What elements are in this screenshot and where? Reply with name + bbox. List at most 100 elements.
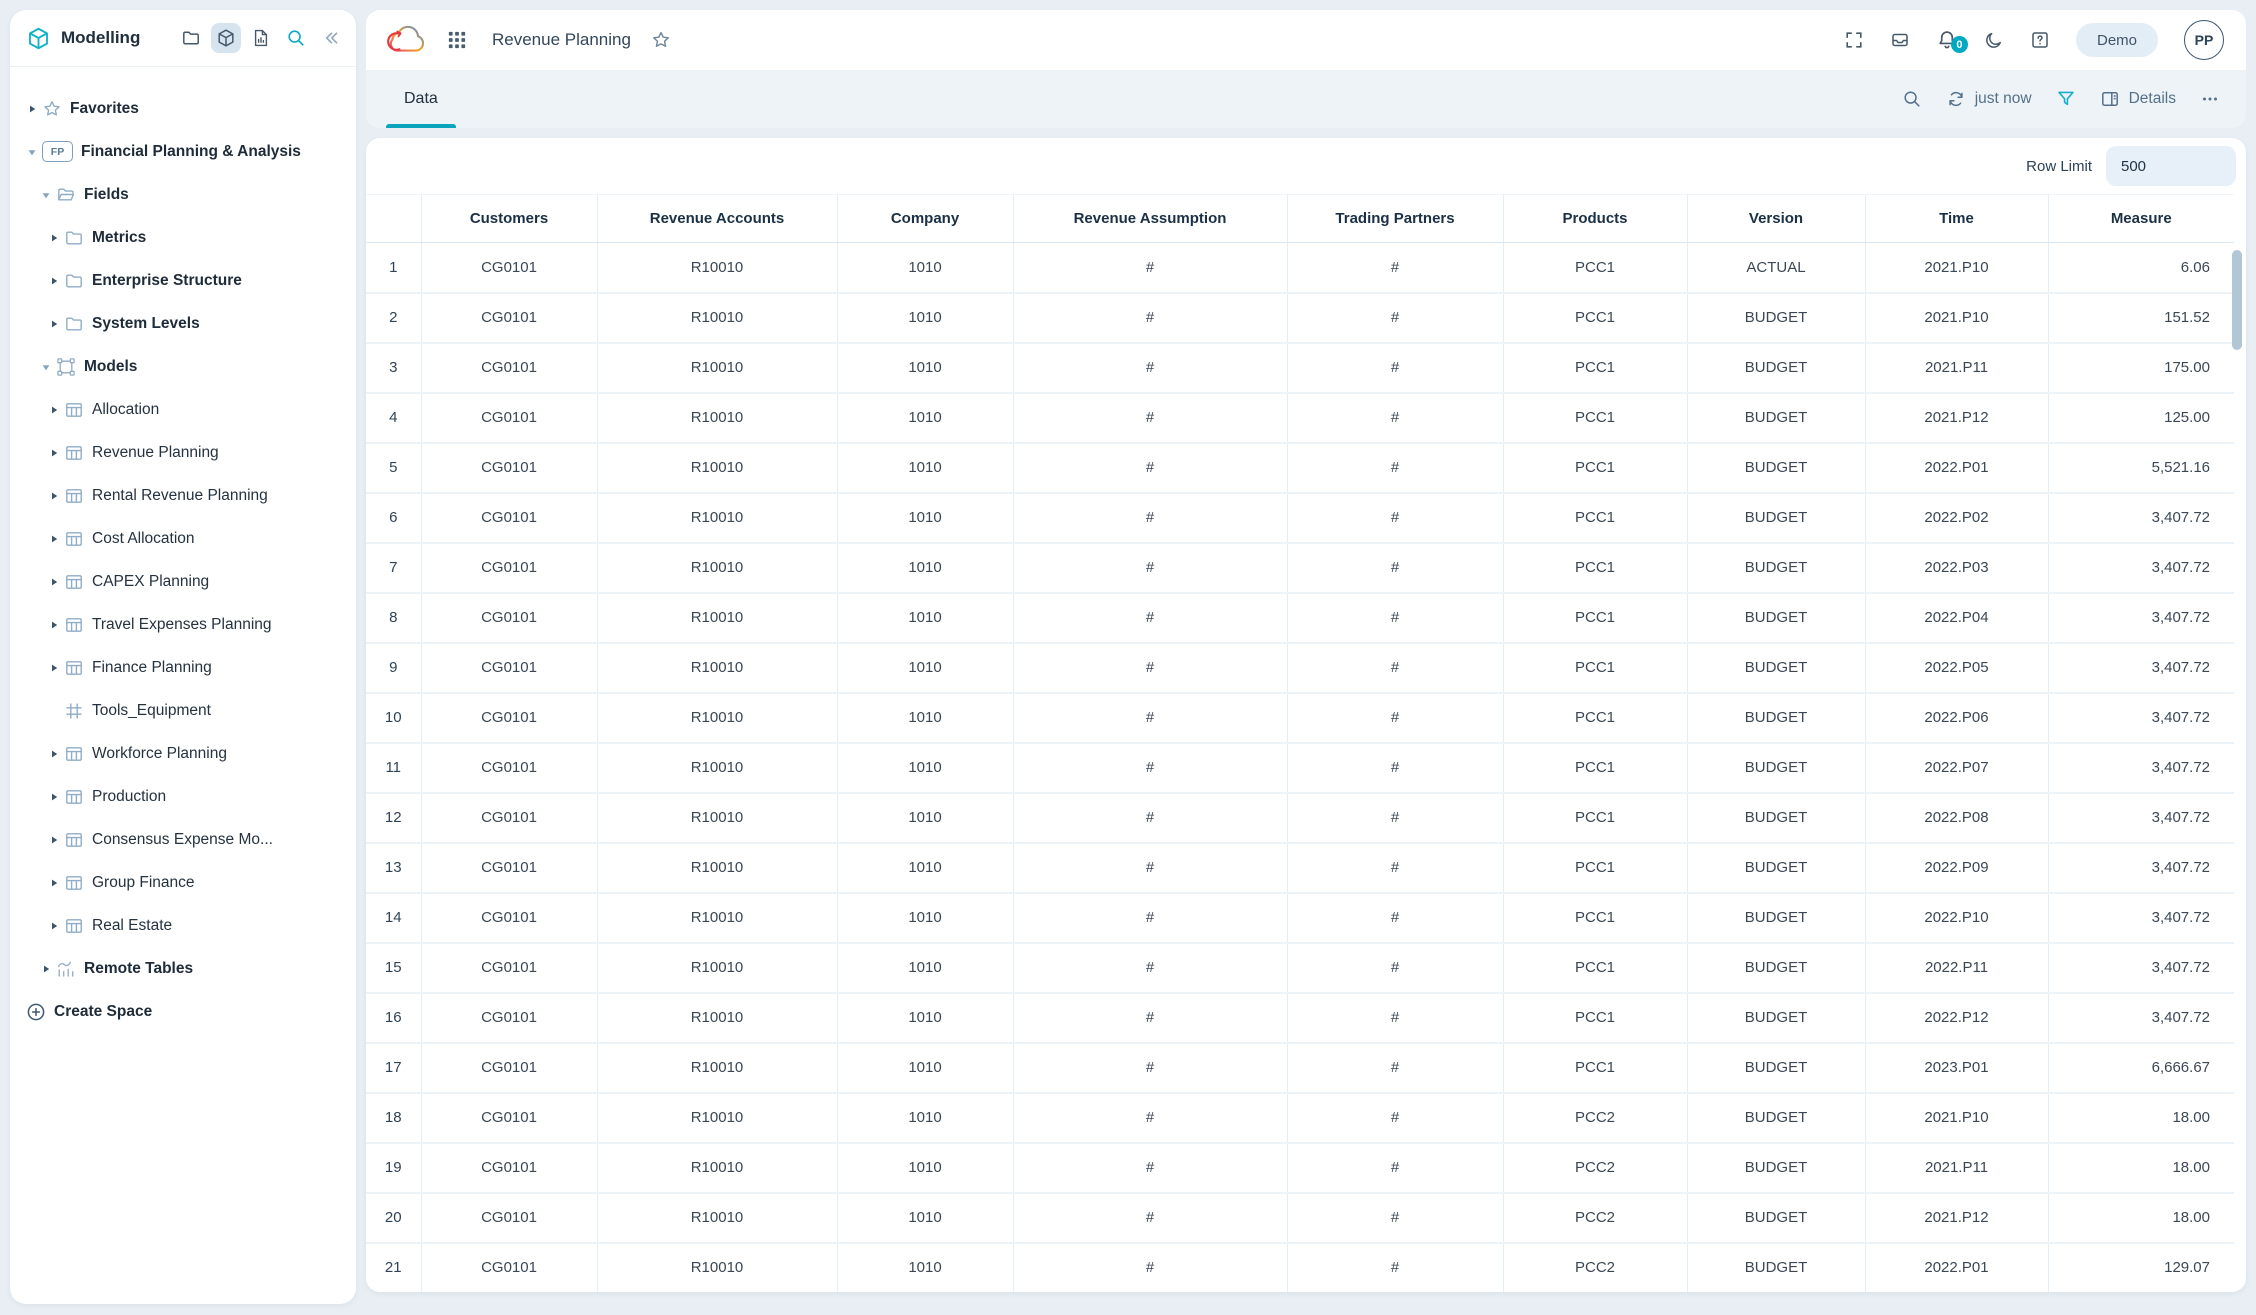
- table-row[interactable]: 5CG0101R100101010##PCC1BUDGET2022.P015,5…: [366, 443, 2234, 493]
- expand-arrow-icon[interactable]: [48, 275, 60, 287]
- favorite-star-icon[interactable]: [651, 30, 671, 50]
- table-row[interactable]: 18CG0101R100101010##PCC2BUDGET2021.P1018…: [366, 1093, 2234, 1143]
- collapse-arrow-icon[interactable]: [40, 361, 52, 373]
- table-row[interactable]: 1CG0101R100101010##PCC1ACTUAL2021.P106.0…: [366, 243, 2234, 293]
- table-row[interactable]: 4CG0101R100101010##PCC1BUDGET2021.P12125…: [366, 393, 2234, 443]
- models-view-button[interactable]: [211, 23, 241, 53]
- expand-arrow-icon[interactable]: [48, 662, 60, 674]
- cell-measure: 125.00: [2048, 393, 2234, 443]
- user-avatar[interactable]: PP: [2184, 20, 2224, 60]
- expand-arrow-icon[interactable]: [26, 103, 38, 115]
- table-row[interactable]: 8CG0101R100101010##PCC1BUDGET2022.P043,4…: [366, 593, 2234, 643]
- sidebar-item[interactable]: Fields: [10, 173, 356, 216]
- table-row[interactable]: 12CG0101R100101010##PCC1BUDGET2022.P083,…: [366, 793, 2234, 843]
- sidebar-item[interactable]: FPFinancial Planning & Analysis: [10, 130, 356, 173]
- cell-revenue-accounts: R10010: [597, 1143, 837, 1193]
- cell-measure: 18.00: [2048, 1093, 2234, 1143]
- table-search-button[interactable]: [1902, 89, 1922, 109]
- table-row[interactable]: 6CG0101R100101010##PCC1BUDGET2022.P023,4…: [366, 493, 2234, 543]
- sidebar-item[interactable]: Workforce Planning: [10, 732, 356, 775]
- sidebar-item[interactable]: CAPEX Planning: [10, 560, 356, 603]
- row-limit-input[interactable]: 500: [2106, 146, 2236, 186]
- sidebar-item[interactable]: System Levels: [10, 302, 356, 345]
- sidebar-item[interactable]: Allocation: [10, 388, 356, 431]
- sidebar-item[interactable]: Production: [10, 775, 356, 818]
- help-icon[interactable]: [2030, 30, 2050, 50]
- sidebar-item[interactable]: Enterprise Structure: [10, 259, 356, 302]
- sidebar-item[interactable]: Tools_Equipment: [10, 689, 356, 732]
- expand-arrow-icon[interactable]: [48, 447, 60, 459]
- fullscreen-icon[interactable]: [1844, 30, 1864, 50]
- table-row[interactable]: 21CG0101R100101010##PCC2BUDGET2022.P0112…: [366, 1243, 2234, 1293]
- cell-revenue-assumption: #: [1013, 343, 1287, 393]
- table-row[interactable]: 19CG0101R100101010##PCC2BUDGET2021.P1118…: [366, 1143, 2234, 1193]
- cell-revenue-accounts: R10010: [597, 643, 837, 693]
- expand-arrow-icon[interactable]: [48, 576, 60, 588]
- collapse-arrow-icon[interactable]: [40, 189, 52, 201]
- report-view-button[interactable]: [246, 23, 276, 53]
- sidebar-item[interactable]: Cost Allocation: [10, 517, 356, 560]
- details-button[interactable]: Details: [2100, 89, 2176, 109]
- sidebar-item-label: Rental Revenue Planning: [92, 487, 268, 505]
- table-row[interactable]: 2CG0101R100101010##PCC1BUDGET2021.P10151…: [366, 293, 2234, 343]
- table-row[interactable]: 14CG0101R100101010##PCC1BUDGET2022.P103,…: [366, 893, 2234, 943]
- sidebar-item[interactable]: Metrics: [10, 216, 356, 259]
- sidebar-item[interactable]: Group Finance: [10, 861, 356, 904]
- cell-company: 1010: [837, 343, 1013, 393]
- remote-tables-icon: [56, 959, 76, 979]
- table-row[interactable]: 9CG0101R100101010##PCC1BUDGET2022.P053,4…: [366, 643, 2234, 693]
- cell-revenue-accounts: R10010: [597, 543, 837, 593]
- sidebar-item[interactable]: Revenue Planning: [10, 431, 356, 474]
- collapse-arrow-icon[interactable]: [26, 146, 38, 158]
- table-icon: [64, 873, 84, 893]
- table-row[interactable]: 7CG0101R100101010##PCC1BUDGET2022.P033,4…: [366, 543, 2234, 593]
- expand-arrow-icon[interactable]: [48, 791, 60, 803]
- table-row[interactable]: 20CG0101R100101010##PCC2BUDGET2021.P1218…: [366, 1193, 2234, 1243]
- table-row[interactable]: 13CG0101R100101010##PCC1BUDGET2022.P093,…: [366, 843, 2234, 893]
- table-row[interactable]: 10CG0101R100101010##PCC1BUDGET2022.P063,…: [366, 693, 2234, 743]
- expand-arrow-icon[interactable]: [48, 533, 60, 545]
- sidebar-item[interactable]: Models: [10, 345, 356, 388]
- vertical-scrollbar[interactable]: [2232, 250, 2242, 350]
- folder-view-button[interactable]: [176, 23, 206, 53]
- expand-arrow-icon[interactable]: [48, 318, 60, 330]
- sidebar-item[interactable]: Consensus Expense Mo...: [10, 818, 356, 861]
- apps-grid-icon[interactable]: [446, 29, 468, 51]
- table-row[interactable]: 17CG0101R100101010##PCC1BUDGET2023.P016,…: [366, 1043, 2234, 1093]
- overflow-menu-button[interactable]: [2200, 89, 2220, 109]
- sidebar-item[interactable]: Remote Tables: [10, 947, 356, 990]
- sidebar-item[interactable]: Rental Revenue Planning: [10, 474, 356, 517]
- inbox-icon[interactable]: [1890, 30, 1910, 50]
- refresh-button[interactable]: just now: [1946, 89, 2032, 109]
- dark-mode-moon-icon[interactable]: [1984, 30, 2004, 50]
- expand-arrow-icon[interactable]: [48, 619, 60, 631]
- cell-products: PCC2: [1503, 1093, 1687, 1143]
- expand-arrow-icon[interactable]: [48, 920, 60, 932]
- sidebar-item[interactable]: Favorites: [10, 87, 356, 130]
- table-row[interactable]: 3CG0101R100101010##PCC1BUDGET2021.P11175…: [366, 343, 2234, 393]
- sidebar-item[interactable]: Create Space: [10, 990, 356, 1033]
- filter-button[interactable]: [2056, 89, 2076, 109]
- collapse-sidebar-button[interactable]: [316, 23, 346, 53]
- table-row[interactable]: 15CG0101R100101010##PCC1BUDGET2022.P113,…: [366, 943, 2234, 993]
- table-row[interactable]: 16CG0101R100101010##PCC1BUDGET2022.P123,…: [366, 993, 2234, 1043]
- notifications-button[interactable]: 0: [1936, 29, 1958, 51]
- cell-revenue-assumption: #: [1013, 743, 1287, 793]
- expand-arrow-icon[interactable]: [48, 490, 60, 502]
- expand-arrow-icon[interactable]: [48, 834, 60, 846]
- expand-arrow-icon[interactable]: [48, 877, 60, 889]
- sidebar-item-label: Remote Tables: [84, 960, 193, 978]
- expand-arrow-icon[interactable]: [48, 232, 60, 244]
- sidebar-item[interactable]: Real Estate: [10, 904, 356, 947]
- expand-arrow-icon[interactable]: [48, 404, 60, 416]
- tab-data[interactable]: Data: [386, 70, 456, 128]
- expand-arrow-icon[interactable]: [48, 748, 60, 760]
- search-button[interactable]: [281, 23, 311, 53]
- expand-arrow-icon[interactable]: [40, 963, 52, 975]
- sidebar-item[interactable]: Travel Expenses Planning: [10, 603, 356, 646]
- table-row[interactable]: 11CG0101R100101010##PCC1BUDGET2022.P073,…: [366, 743, 2234, 793]
- sidebar-item[interactable]: Finance Planning: [10, 646, 356, 689]
- cell-rownum: 8: [366, 593, 421, 643]
- cell-customers: CG0101: [421, 943, 597, 993]
- environment-badge[interactable]: Demo: [2076, 23, 2158, 57]
